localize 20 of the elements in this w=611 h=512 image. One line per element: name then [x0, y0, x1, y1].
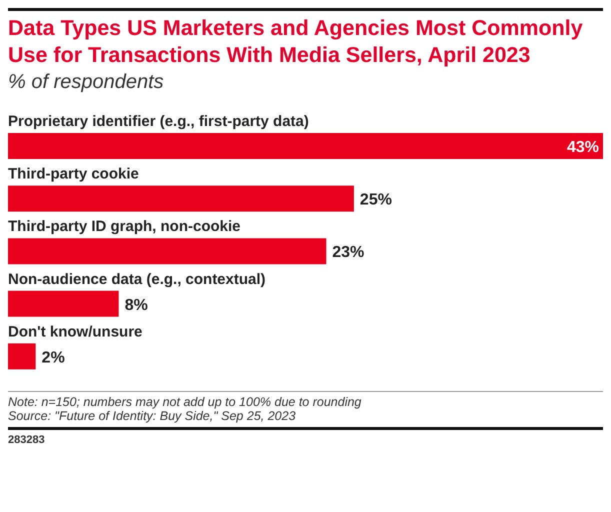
bar	[8, 238, 326, 264]
data-label: 25%	[360, 192, 392, 209]
data-label: 23%	[332, 244, 364, 262]
y-tick-label: Don't know/unsure	[8, 323, 142, 340]
y-tick-label: Non-audience data (e.g., contextual)	[8, 270, 266, 288]
bar	[8, 133, 603, 159]
data-label: 43%	[566, 139, 599, 156]
data-label: 8%	[124, 296, 148, 314]
y-tick-label: Third-party cookie	[8, 166, 139, 183]
text: Note: n=150; numbers may not add up to 100% due to rounding	[8, 395, 362, 409]
bar	[8, 343, 36, 370]
data-label: 2%	[42, 349, 65, 366]
chart-title: Data Types US Marketers and Agencies Most Commonly Use for Transactions With Media Sellers, April 2023	[8, 15, 584, 69]
bar	[8, 186, 354, 212]
y-tick-label: Proprietary identifier (e.g., first-party data)	[8, 113, 309, 130]
bar	[8, 290, 119, 317]
source-note: Source: "Future of Identity: Buy Side," Sep 25, 2023	[8, 409, 297, 423]
text: 283283	[8, 427, 603, 446]
y-tick-label: Third-party ID graph, non-cookie	[8, 218, 241, 236]
chart-subtitle: % of respondents	[8, 71, 165, 94]
